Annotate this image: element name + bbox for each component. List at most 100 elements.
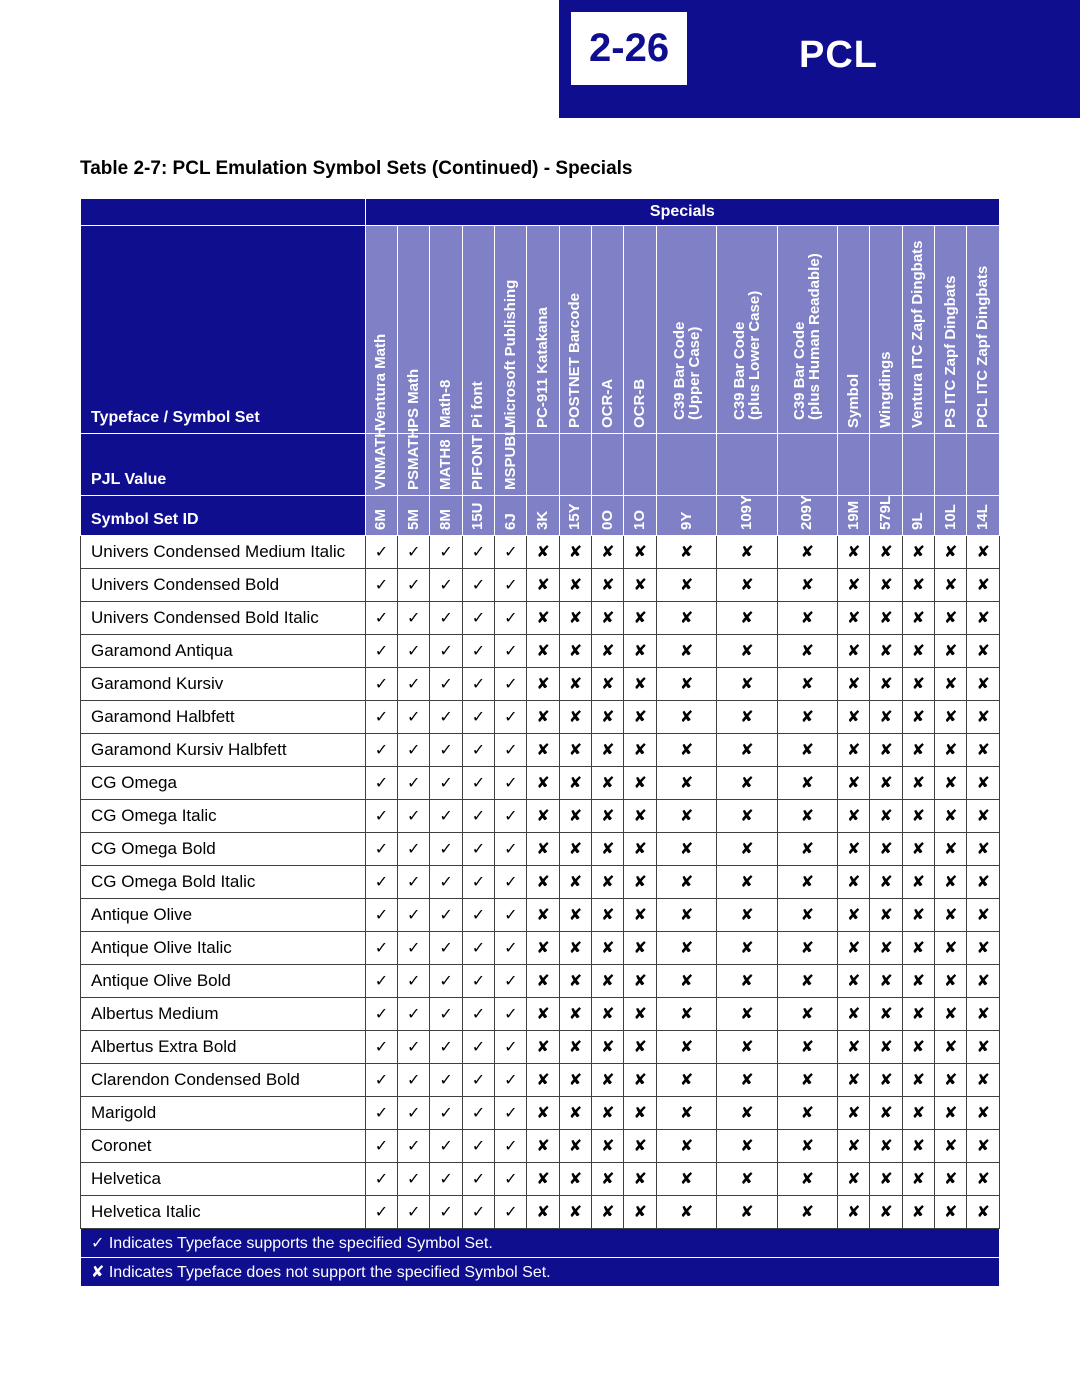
col-name-header: C39 Bar Code(Upper Case)	[656, 226, 716, 434]
table-row: CG Omega Bold Italic✓✓✓✓✓✘✘✘✘✘✘✘✘✘✘✘✘	[81, 866, 1000, 899]
support-cell: ✘	[624, 899, 656, 932]
support-cell: ✘	[967, 965, 1000, 998]
typeface-name-cell: Antique Olive Italic	[81, 932, 366, 965]
pjl-value-header	[656, 434, 716, 496]
support-cell: ✘	[777, 998, 837, 1031]
support-cell: ✘	[624, 1196, 656, 1229]
support-cell: ✘	[777, 668, 837, 701]
support-cell: ✓	[462, 635, 494, 668]
table-row: Albertus Extra Bold✓✓✓✓✓✘✘✘✘✘✘✘✘✘✘✘✘	[81, 1031, 1000, 1064]
support-cell: ✘	[559, 1163, 591, 1196]
support-cell: ✓	[495, 668, 527, 701]
support-cell: ✘	[870, 800, 902, 833]
support-cell: ✓	[398, 1196, 430, 1229]
table-row: CG Omega✓✓✓✓✓✘✘✘✘✘✘✘✘✘✘✘✘	[81, 767, 1000, 800]
support-cell: ✘	[656, 668, 716, 701]
support-cell: ✘	[967, 1163, 1000, 1196]
pjl-value-header	[935, 434, 967, 496]
symbol-set-id-value: 10L	[935, 496, 967, 536]
support-cell: ✘	[967, 1130, 1000, 1163]
support-cell: ✘	[838, 701, 870, 734]
support-cell: ✘	[902, 833, 934, 866]
legend-row: ✓ Indicates Typeface supports the specif…	[81, 1229, 1000, 1258]
support-cell: ✘	[592, 734, 624, 767]
support-cell: ✘	[838, 569, 870, 602]
support-cell: ✘	[967, 635, 1000, 668]
pjl-value-header: VNMATH	[365, 434, 397, 496]
support-cell: ✓	[430, 734, 462, 767]
support-cell: ✘	[592, 569, 624, 602]
support-cell: ✓	[495, 701, 527, 734]
support-cell: ✘	[559, 899, 591, 932]
support-cell: ✘	[559, 767, 591, 800]
support-cell: ✘	[902, 734, 934, 767]
support-cell: ✘	[935, 932, 967, 965]
typeface-name-cell: Coronet	[81, 1130, 366, 1163]
support-cell: ✘	[559, 668, 591, 701]
support-cell: ✓	[398, 866, 430, 899]
support-cell: ✘	[967, 602, 1000, 635]
col-name-header: PS Math	[398, 226, 430, 434]
support-cell: ✓	[398, 602, 430, 635]
support-cell: ✘	[656, 1031, 716, 1064]
symbol-set-table: SpecialsTypeface / Symbol SetVentura Mat…	[80, 198, 1000, 1287]
support-cell: ✓	[365, 1064, 397, 1097]
support-cell: ✘	[935, 800, 967, 833]
support-cell: ✘	[527, 1196, 559, 1229]
support-cell: ✘	[777, 1163, 837, 1196]
support-cell: ✘	[777, 866, 837, 899]
col-name-header: OCR-A	[592, 226, 624, 434]
support-cell: ✘	[777, 965, 837, 998]
support-cell: ✓	[495, 866, 527, 899]
support-cell: ✘	[870, 866, 902, 899]
support-cell: ✘	[838, 668, 870, 701]
support-cell: ✘	[870, 734, 902, 767]
support-cell: ✘	[967, 833, 1000, 866]
support-cell: ✘	[870, 602, 902, 635]
support-cell: ✘	[967, 536, 1000, 569]
support-cell: ✘	[559, 965, 591, 998]
support-cell: ✓	[398, 1064, 430, 1097]
support-cell: ✓	[495, 932, 527, 965]
col-name-header: C39 Bar Code(plus Human Readable)	[777, 226, 837, 434]
support-cell: ✘	[935, 1064, 967, 1097]
support-cell: ✘	[870, 569, 902, 602]
support-cell: ✘	[935, 1130, 967, 1163]
support-cell: ✓	[495, 1163, 527, 1196]
support-cell: ✓	[495, 833, 527, 866]
support-cell: ✘	[656, 833, 716, 866]
support-cell: ✘	[527, 965, 559, 998]
support-cell: ✘	[559, 932, 591, 965]
support-cell: ✘	[902, 635, 934, 668]
support-cell: ✓	[462, 1163, 494, 1196]
support-cell: ✘	[559, 866, 591, 899]
pjl-value-header: MSPUBL	[495, 434, 527, 496]
support-cell: ✓	[462, 1064, 494, 1097]
symbol-set-id-value: 5M	[398, 496, 430, 536]
support-cell: ✘	[656, 998, 716, 1031]
support-cell: ✘	[656, 701, 716, 734]
support-cell: ✓	[430, 701, 462, 734]
support-cell: ✘	[717, 602, 777, 635]
support-cell: ✘	[870, 767, 902, 800]
symbol-set-id-value: 3K	[527, 496, 559, 536]
support-cell: ✘	[935, 668, 967, 701]
support-cell: ✓	[495, 635, 527, 668]
support-cell: ✘	[717, 899, 777, 932]
support-cell: ✘	[624, 734, 656, 767]
support-cell: ✘	[656, 734, 716, 767]
support-cell: ✘	[838, 1130, 870, 1163]
support-cell: ✘	[624, 1064, 656, 1097]
support-cell: ✘	[935, 602, 967, 635]
table-row: CG Omega Bold✓✓✓✓✓✘✘✘✘✘✘✘✘✘✘✘✘	[81, 833, 1000, 866]
pjl-value-header	[592, 434, 624, 496]
pjl-value-header: MATH8	[430, 434, 462, 496]
support-cell: ✓	[462, 932, 494, 965]
typeface-name-cell: CG Omega	[81, 767, 366, 800]
support-cell: ✘	[935, 734, 967, 767]
support-cell: ✓	[462, 1031, 494, 1064]
support-cell: ✘	[527, 767, 559, 800]
typeface-name-cell: Clarendon Condensed Bold	[81, 1064, 366, 1097]
support-cell: ✘	[592, 1196, 624, 1229]
symbol-set-id-value: 109Y	[717, 496, 777, 536]
